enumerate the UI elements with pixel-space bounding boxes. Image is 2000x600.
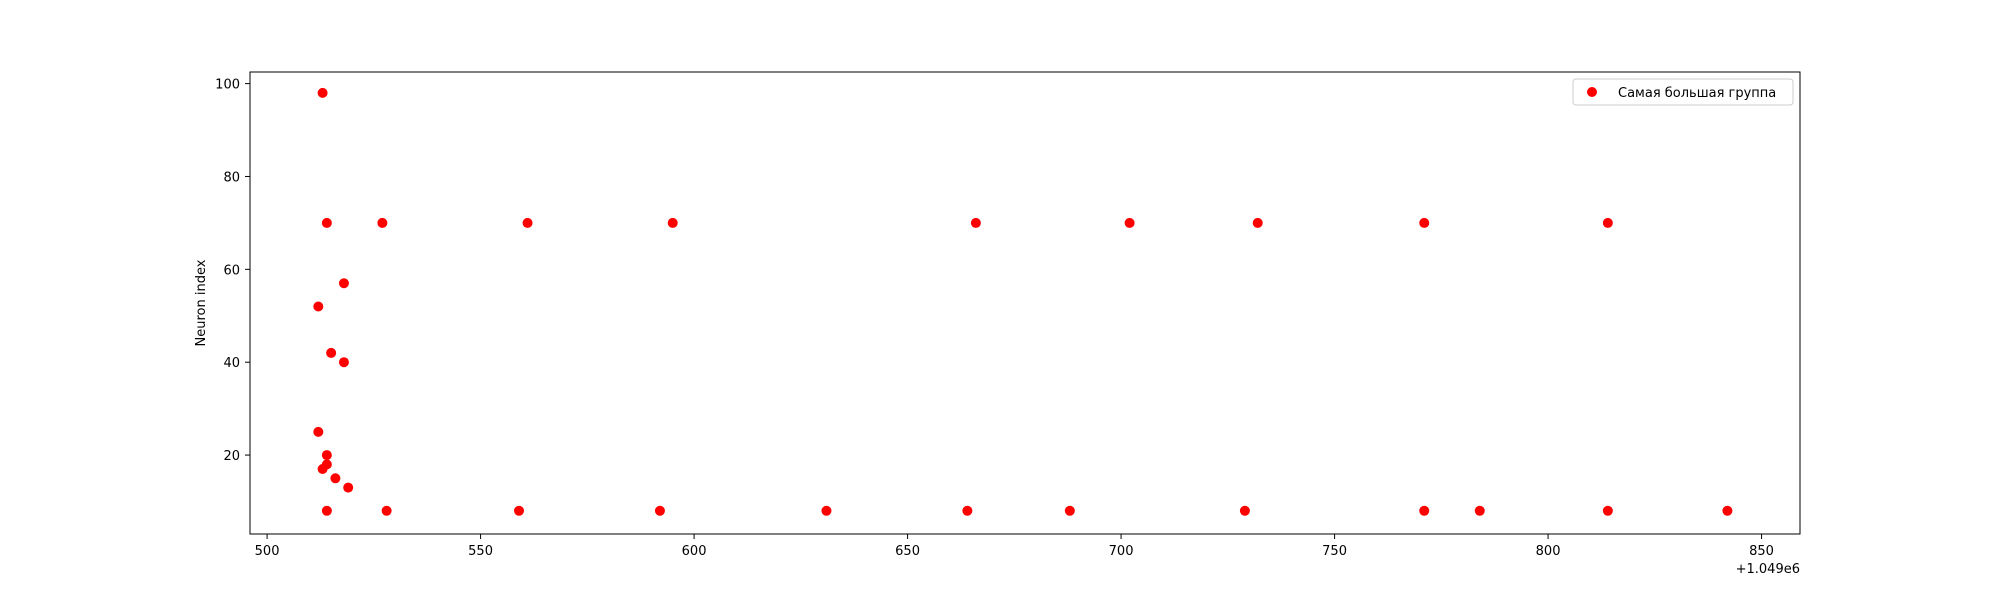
data-point [1722,505,1733,516]
data-point [654,505,665,516]
x-tick-label: 750 [1322,544,1347,559]
data-point [313,426,324,437]
data-point [667,217,678,228]
legend: Самая большая группа [1572,78,1794,106]
x-tick-label: 700 [1109,544,1134,559]
legend-box [1572,78,1794,106]
data-point [326,347,337,358]
y-axis-ticks: 20 40 60 80 100 [215,78,250,464]
y-tick-label: 80 [223,170,240,185]
data-point [1602,505,1613,516]
data-point [338,278,349,289]
x-axis-offset-label: +1.049e6 [1736,562,1800,577]
y-tick-label: 20 [223,449,240,464]
data-point [338,357,349,368]
x-tick-label: 650 [895,544,920,559]
data-point [1419,505,1430,516]
plot-frame [249,71,1801,535]
x-tick-label: 550 [468,544,493,559]
x-tick-label: 500 [255,544,280,559]
data-point [343,482,354,493]
data-point [1602,217,1613,228]
data-point [1239,505,1250,516]
data-point [821,505,832,516]
y-tick-label: 40 [223,356,240,371]
x-axis-ticks: 500 550 600 650 700 750 800 850 [255,534,1774,559]
data-point [1419,217,1430,228]
data-point [1124,217,1135,228]
x-tick-label: 800 [1536,544,1561,559]
data-point [522,217,533,228]
data-point [1252,217,1263,228]
data-points [313,87,1733,516]
data-point [514,505,525,516]
data-point [321,450,332,461]
data-point [321,505,332,516]
y-tick-label: 60 [223,263,240,278]
data-point [381,505,392,516]
plot-area [250,72,1800,534]
data-point [1064,505,1075,516]
data-point [377,217,388,228]
data-point [313,301,324,312]
y-tick-label: 100 [215,78,240,93]
x-tick-label: 600 [682,544,707,559]
legend-marker [1587,87,1597,97]
data-point [962,505,973,516]
x-tick-label: 850 [1749,544,1774,559]
data-point [1474,505,1485,516]
legend-label: Самая большая группа [1618,86,1776,101]
data-point [317,87,328,98]
y-axis-label: Neuron index [194,259,209,346]
data-point [330,473,341,484]
data-point [321,217,332,228]
data-point [317,463,328,474]
data-point [970,217,981,228]
